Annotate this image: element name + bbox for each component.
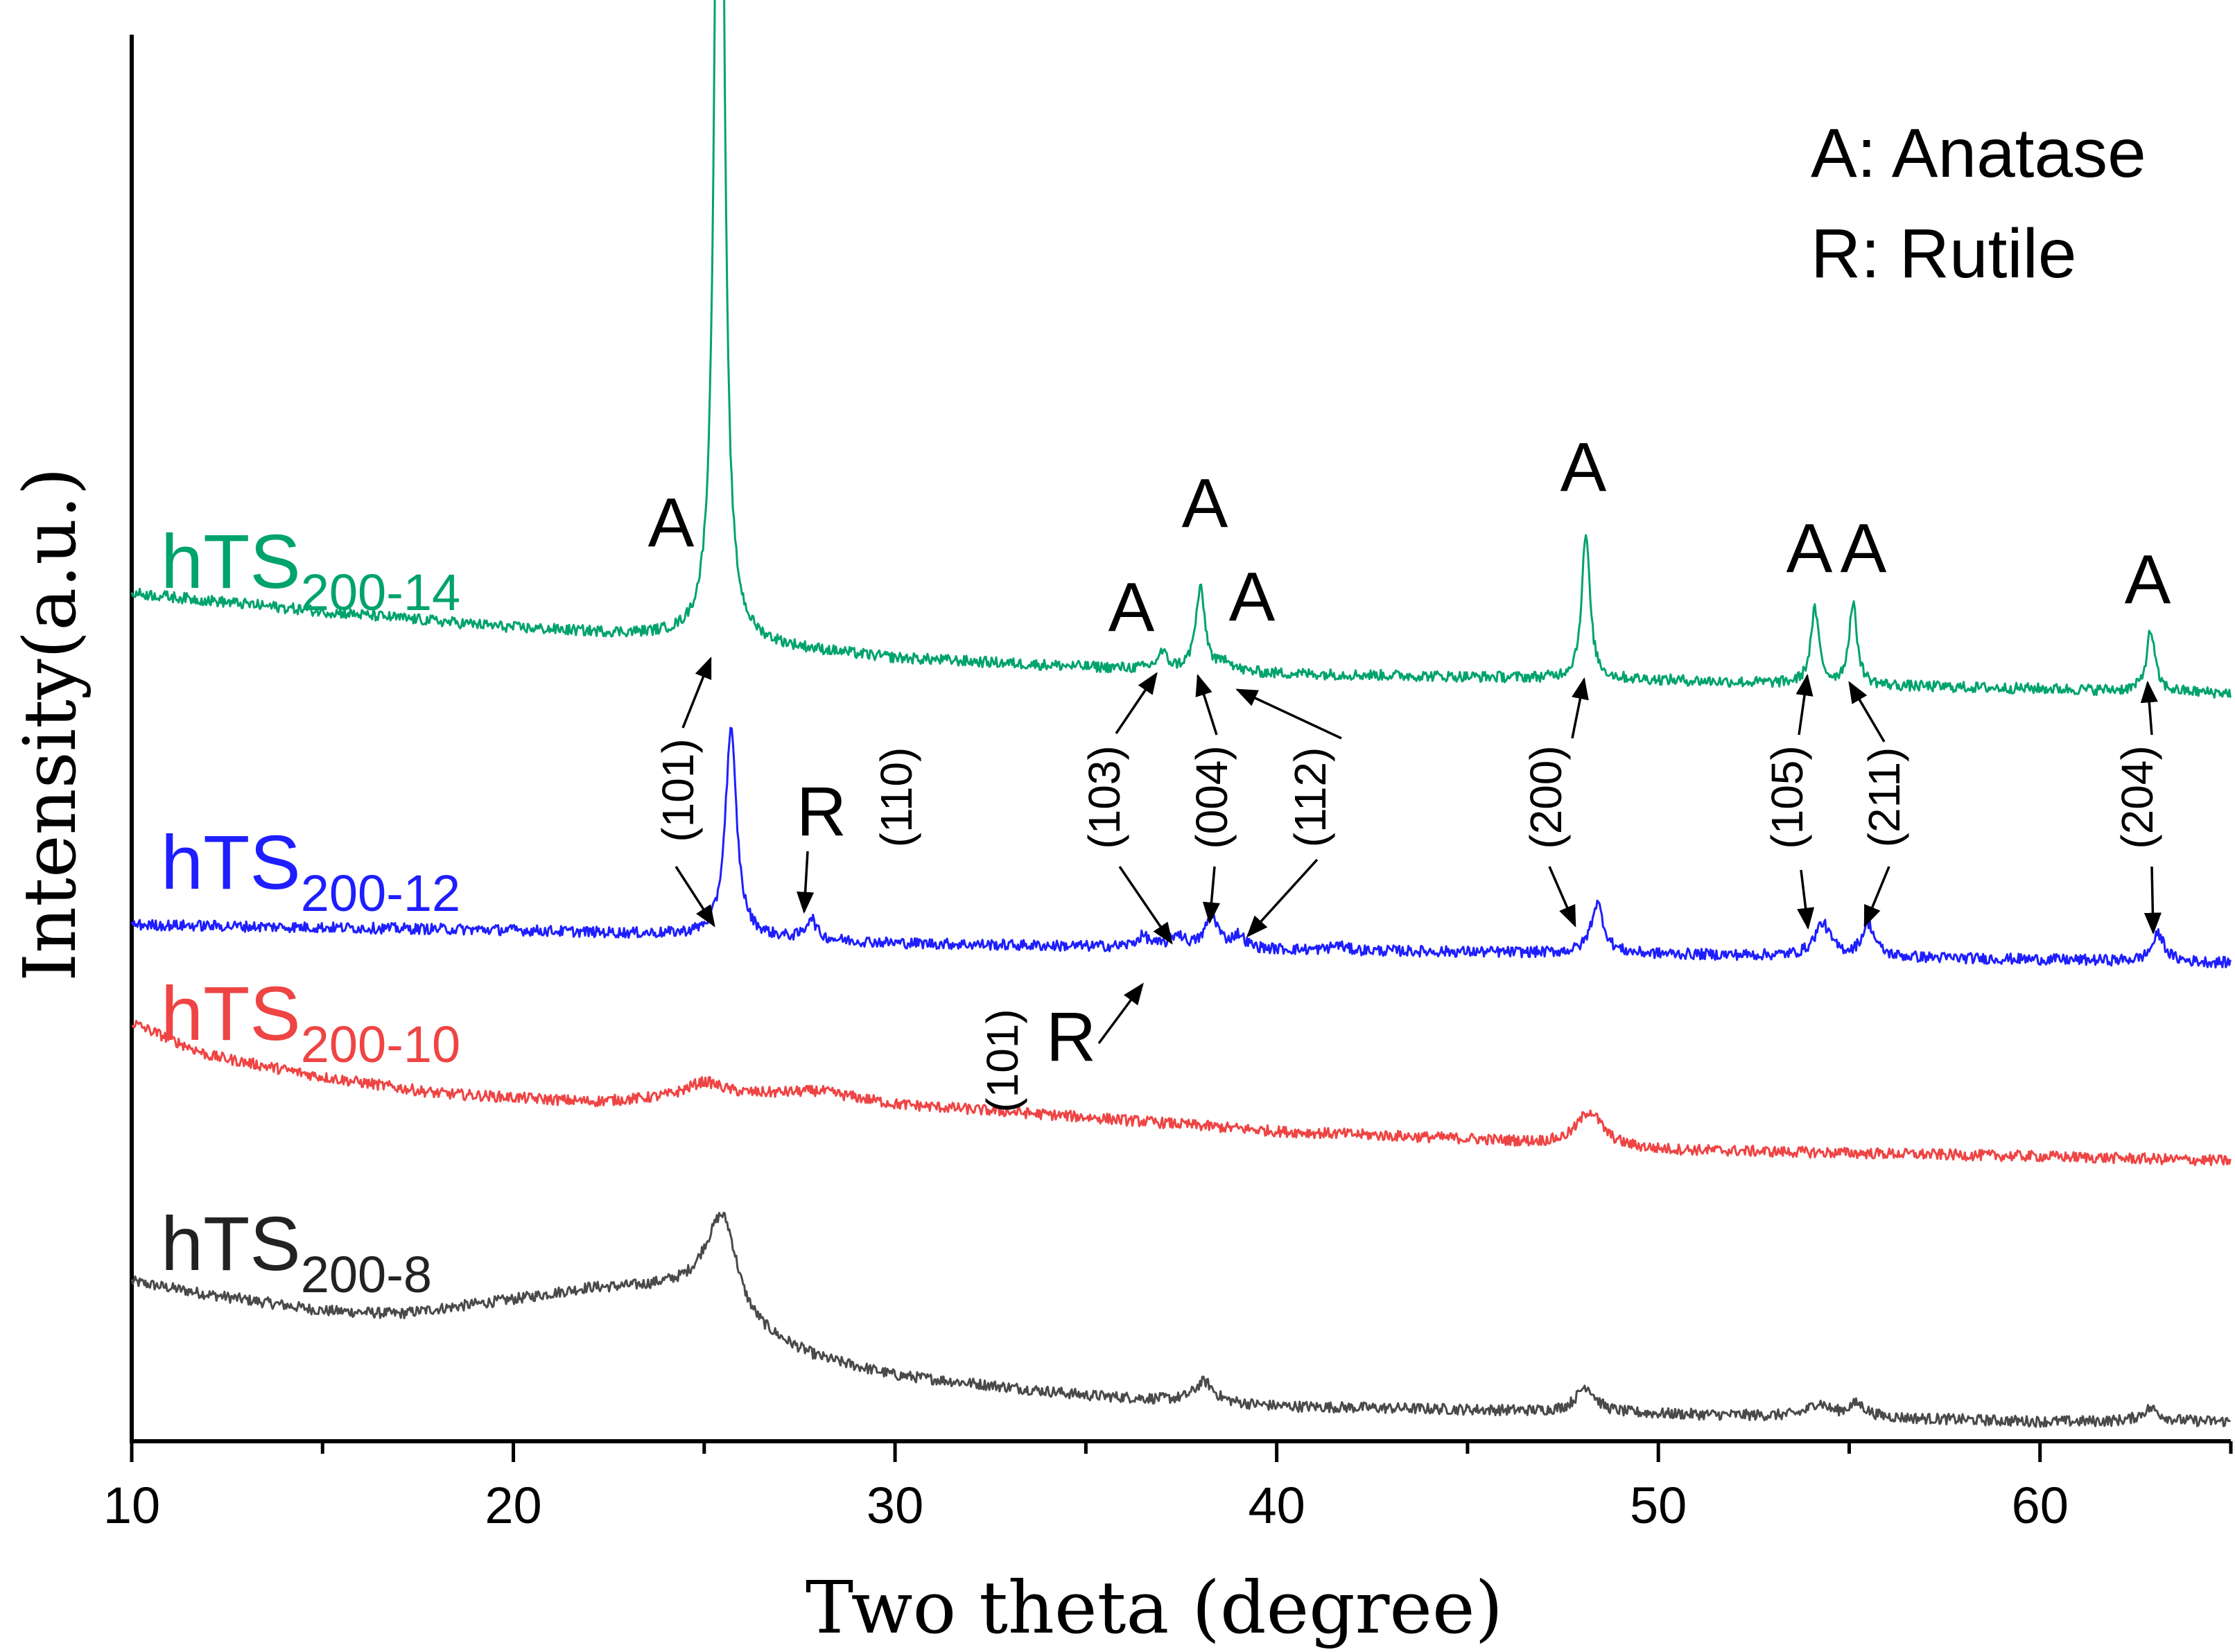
x-tick-label: 30: [867, 1477, 923, 1534]
hkl-label-101-rutile: (101): [977, 1009, 1027, 1112]
x-axis-title: Two theta (degree): [806, 1565, 1503, 1650]
series-label-s8: hTS200-8: [161, 1201, 432, 1303]
hkl-label-211: (211): [1859, 747, 1909, 848]
peak-label-a-101: A: [648, 484, 695, 562]
y-axis-title: Intensity(a.u.): [8, 467, 92, 982]
hkl-label-112: (112): [1285, 747, 1335, 848]
legend-anatase: A: Anatase: [1811, 114, 2146, 192]
arrow-200-down: [1548, 866, 1576, 928]
series-line-s14: [130, 0, 2232, 699]
arrow-103-down: [1118, 866, 1173, 945]
arrow-004-down: [1202, 866, 1221, 925]
x-tick-label: 10: [103, 1477, 160, 1534]
hkl-label-110: (110): [871, 747, 921, 848]
arrow-211-up: [1848, 681, 1886, 742]
arrow-r101: [1097, 982, 1144, 1045]
series-label-s14: hTS200-14: [161, 519, 460, 621]
peak-label-a-204: A: [2125, 541, 2171, 618]
series-line-s12: [130, 727, 2232, 968]
peak-label-a-004: A: [1182, 464, 1228, 542]
series-line-s10: [131, 1020, 2232, 1167]
x-tick-label: 40: [1248, 1477, 1305, 1534]
arrow-103-up: [1115, 672, 1158, 734]
series-label-s10: hTS200-10: [161, 971, 460, 1073]
x-tick-label: 20: [485, 1477, 541, 1534]
hkl-label-103: (103): [1079, 745, 1129, 849]
peak-label-r-101: R: [1046, 998, 1096, 1076]
arrow-211-down: [1863, 866, 1890, 928]
series-line-s8: [130, 1212, 2231, 1428]
arrow-101-up: [681, 657, 712, 729]
series-traces: [130, 0, 2232, 1428]
arrow-204-up: [2140, 680, 2158, 736]
peak-label-a-103: A: [1108, 568, 1155, 646]
hkl-label-200: (200): [1521, 745, 1571, 849]
x-axis-ticks: 10 20 30 40 50 60: [103, 1441, 2233, 1534]
x-tick-label: 50: [1630, 1477, 1687, 1534]
arrow-105-up: [1795, 673, 1814, 736]
hkl-label-105: (105): [1762, 745, 1812, 849]
hkl-label-101: (101): [653, 738, 703, 842]
series-label-s12: hTS200-12: [161, 820, 460, 922]
hkl-label-204: (204): [2112, 745, 2162, 849]
arrow-004-up: [1195, 673, 1218, 736]
hkl-label-004: (004): [1187, 745, 1237, 849]
peak-label-a-211: A: [1841, 510, 1887, 587]
peak-label-a-105: A: [1786, 510, 1833, 587]
arrow-101-down: [675, 866, 715, 928]
arrow-200-up: [1571, 677, 1589, 739]
arrow-105-down: [1797, 869, 1815, 930]
peak-label-r-110: R: [797, 773, 846, 851]
annotation-arrows: [675, 657, 2162, 1045]
arrow-r110: [797, 851, 815, 914]
peak-label-a-200: A: [1560, 428, 1607, 506]
x-tick-label: 60: [2012, 1477, 2069, 1534]
arrow-112-up: [1235, 688, 1342, 740]
arrow-112-down: [1246, 858, 1319, 938]
peak-label-a-112: A: [1229, 558, 1276, 636]
legend-rutile: R: Rutile: [1811, 215, 2076, 293]
arrow-204-down: [2143, 866, 2162, 935]
